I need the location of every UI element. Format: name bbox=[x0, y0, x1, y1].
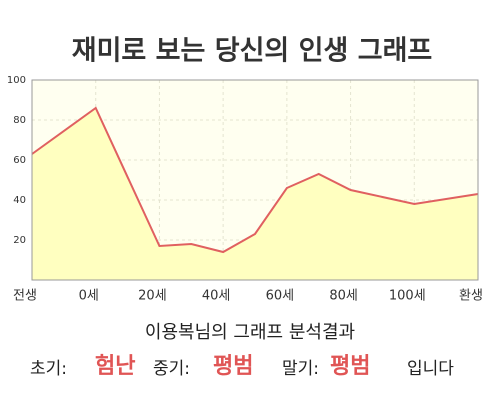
y-tick-label: 60 bbox=[13, 155, 26, 166]
x-tick-label: 20세 bbox=[138, 289, 167, 304]
x-tick-label: 60세 bbox=[266, 289, 295, 304]
x-tick-label: 40세 bbox=[202, 289, 231, 304]
result-value: 험난 bbox=[95, 354, 136, 379]
result-label: 말기: bbox=[282, 359, 320, 379]
x-tick-label: 전생 bbox=[13, 289, 37, 304]
x-tick-label: 80세 bbox=[329, 289, 358, 304]
y-tick-label: 80 bbox=[13, 115, 26, 126]
x-tick-label: 0세 bbox=[79, 289, 99, 304]
chart-title: 재미로 보는 당신의 인생 그래프 bbox=[72, 36, 433, 67]
plot-frame bbox=[31, 79, 479, 281]
y-tick-label: 20 bbox=[13, 235, 26, 246]
result-heading: 이용복님의 그래프 분석결과 bbox=[144, 322, 356, 343]
x-tick-label: 환생 bbox=[459, 289, 483, 304]
y-tick-label: 100 bbox=[7, 75, 26, 86]
x-tick-label: 100세 bbox=[389, 289, 426, 304]
chart: 재미로 보는 당신의 인생 그래프 20 40 60 80 100 전생 0세 20세 40세 6… bbox=[7, 36, 483, 304]
area-fill bbox=[32, 108, 478, 280]
result-label: 중기: bbox=[153, 359, 191, 379]
result-suffix: 입니다 bbox=[407, 359, 454, 379]
line bbox=[31, 106, 479, 254]
result-label: 초기: bbox=[30, 359, 68, 379]
y-tick-label: 40 bbox=[13, 195, 26, 206]
result-value: 평범 bbox=[213, 354, 254, 379]
result-value: 평범 bbox=[330, 354, 371, 379]
